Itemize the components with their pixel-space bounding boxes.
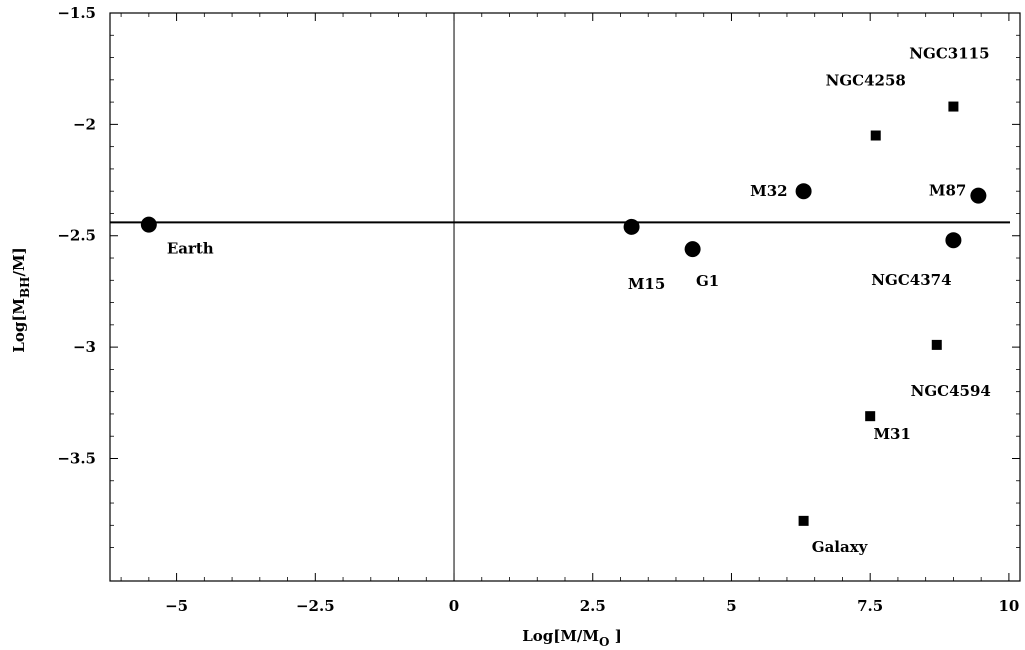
x-tick-label: 0 [449, 597, 459, 615]
x-axis-title: Log[M/MO ] [522, 627, 622, 649]
y-axis-ticks: −1.5 −2 −2.5 −3 −3.5 [57, 4, 1020, 548]
point-label-earth: Earth [167, 240, 214, 258]
x-tick-label: −5 [165, 597, 188, 615]
x-tick-label: 10 [998, 597, 1019, 615]
y-tick-label: −3 [73, 338, 96, 356]
data-point-m32 [795, 183, 812, 200]
x-tick-label: 5 [726, 597, 736, 615]
x-tick-label: 7.5 [857, 597, 883, 615]
x-tick-label: 2.5 [580, 597, 606, 615]
data-point-earth [140, 216, 157, 233]
data-point-galaxy [798, 515, 809, 526]
y-tick-label: −2.5 [57, 227, 96, 245]
point-label-g1: G1 [696, 272, 719, 290]
y-tick-label: −2 [73, 115, 96, 133]
data-point-m31 [865, 411, 876, 422]
x-tick-label: −2.5 [296, 597, 335, 615]
point-label-ngc4594: NGC4594 [911, 382, 991, 400]
point-label-ngc4374: NGC4374 [871, 271, 951, 289]
data-point-m87 [970, 187, 987, 204]
point-label-ngc4258: NGC4258 [826, 72, 906, 90]
data-point-m15 [623, 218, 640, 235]
data-point-ngc4594 [931, 339, 942, 350]
point-label-m15: M15 [628, 275, 665, 293]
plot-border [109, 12, 1021, 582]
data-point-g1 [684, 241, 701, 258]
point-label-m87: M87 [929, 182, 966, 200]
point-label-m32: M32 [750, 182, 787, 200]
y-tick-label: −3.5 [57, 449, 96, 467]
y-tick-label: −1.5 [57, 4, 96, 22]
data-points [140, 101, 987, 526]
plot-frame [109, 12, 1021, 582]
x-axis-ticks: −5 −2.5 0 2.5 5 7.5 10 [120, 13, 1019, 615]
point-label-m31: M31 [873, 425, 910, 443]
reference-lines [110, 13, 1010, 581]
data-point-ngc3115 [948, 101, 959, 112]
y-axis-title: Log[MBH/M] [10, 247, 32, 352]
data-point-ngc4258 [870, 130, 881, 141]
point-label-galaxy: Galaxy [812, 538, 869, 556]
data-point-ngc4374 [945, 232, 962, 249]
point-label-ngc3115: NGC3115 [909, 45, 989, 63]
